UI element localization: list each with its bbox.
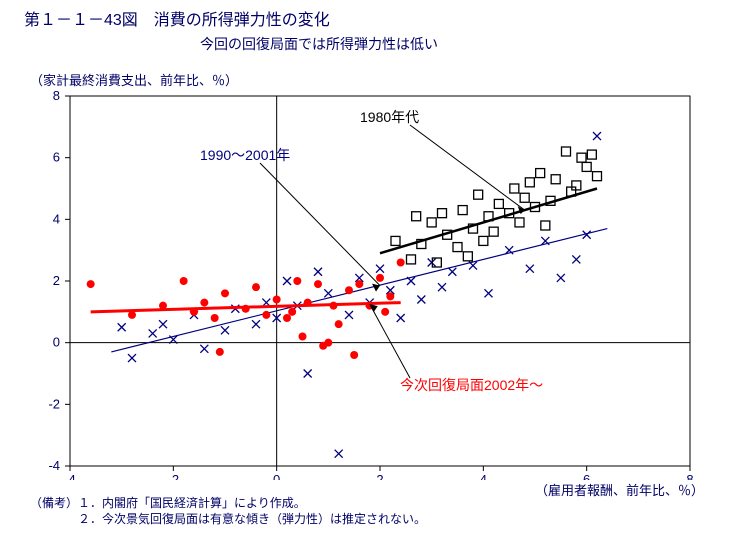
svg-text:8: 8 (53, 88, 60, 103)
svg-text:1980年代: 1980年代 (360, 109, 419, 125)
svg-text:6: 6 (53, 150, 60, 165)
svg-text:0: 0 (53, 335, 60, 350)
svg-text:1990～2001年: 1990～2001年 (200, 147, 290, 163)
svg-text:4: 4 (480, 472, 487, 480)
svg-text:-4: -4 (64, 472, 76, 480)
x-axis-label: （雇用者報酬、前年比、％） (535, 480, 704, 499)
svg-text:-2: -2 (48, 396, 60, 411)
note-line-1: （備考）１．内閣府「国民経済計算」により作成。 (30, 496, 306, 510)
figure-title: 第１－１－43図 消費の所得弾力性の変化 (24, 6, 330, 30)
chart-notes: （備考）１．内閣府「国民経済計算」により作成。 ２．今次景気回復局面は有意な傾き… (30, 496, 426, 527)
y-axis-label: （家計最終消費支出、前年比、％） (30, 70, 238, 89)
svg-text:6: 6 (583, 472, 590, 480)
svg-text:-4: -4 (48, 458, 60, 473)
svg-text:8: 8 (686, 472, 693, 480)
figure-subtitle: 今回の回復局面では所得弾力性は低い (200, 34, 438, 54)
svg-text:0: 0 (273, 472, 280, 480)
svg-text:2: 2 (376, 472, 383, 480)
svg-text:2: 2 (53, 273, 60, 288)
svg-text:-2: -2 (168, 472, 180, 480)
svg-text:今次回復局面2002年～: 今次回復局面2002年～ (400, 377, 543, 393)
note-line-2: ２．今次景気回復局面は有意な傾き（弾力性）は推定されない。 (30, 512, 426, 526)
svg-text:4: 4 (53, 211, 60, 226)
